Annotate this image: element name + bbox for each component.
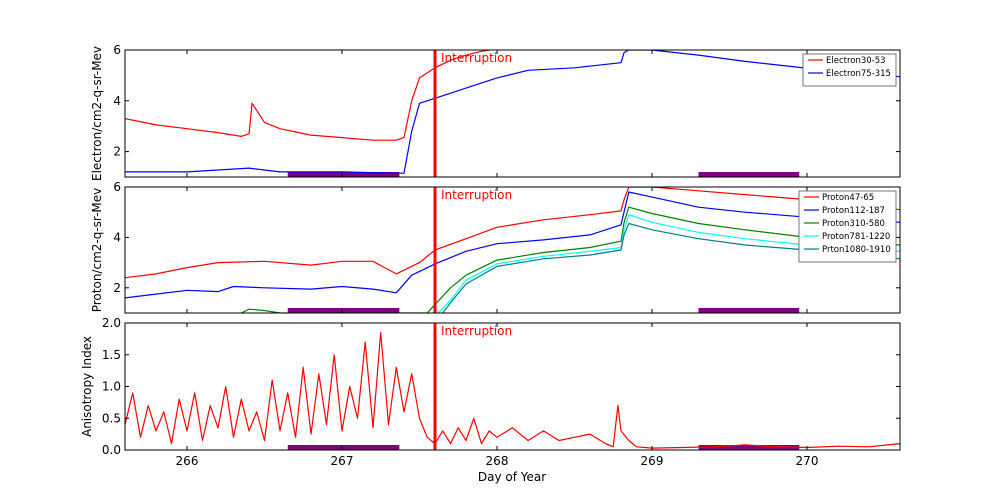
- electron-panel: 2 4 6 Electron30-53 Electron75-315 Electron…: [90, 43, 901, 181]
- x-axis-label: Day of Year: [478, 470, 546, 484]
- y-tick-label: 2: [113, 281, 121, 295]
- series-line-electron30-53: [125, 50, 490, 141]
- legend-label: Electron75-315: [826, 69, 891, 79]
- y-tick-label: 0.5: [102, 411, 121, 425]
- y-tick-label: 1.0: [102, 380, 121, 394]
- legend-label: Proton310-580: [822, 219, 885, 229]
- series-line-anisotropy: [125, 331, 900, 449]
- data-gap-bar: [287, 445, 400, 450]
- series-line-prton1080-1910: [442, 222, 900, 313]
- y-tick-label: 6: [113, 43, 121, 57]
- y-tick-label: 6: [113, 180, 121, 194]
- legend-label: Prton1080-1910: [822, 245, 891, 255]
- anisotropy-y-axis-label: Anisotropy Index: [80, 336, 94, 437]
- x-tick-label: 268: [486, 454, 509, 468]
- interruption-label: Interruption: [441, 188, 512, 202]
- y-tick-label: 4: [113, 230, 121, 244]
- series-line-proton310-580: [241, 206, 900, 313]
- interruption-label: Interruption: [441, 324, 512, 338]
- interruption-label: Interruption: [441, 51, 512, 65]
- x-tick-label: 266: [176, 454, 199, 468]
- electron-plot-area: [125, 50, 900, 177]
- x-tick-label: 269: [641, 454, 664, 468]
- legend-label: Proton47-65: [822, 193, 874, 203]
- data-gap-bar: [287, 172, 400, 177]
- x-tick-label: 267: [331, 454, 354, 468]
- y-tick-label: 4: [113, 94, 121, 108]
- data-gap-bar: [287, 308, 400, 313]
- data-gap-bar: [698, 445, 800, 450]
- data-gap-bar: [698, 172, 800, 177]
- y-tick-label: 2: [113, 145, 121, 159]
- x-tick-label: 270: [796, 454, 819, 468]
- series-line-proton781-1220: [437, 214, 900, 313]
- y-tick-label: 1.5: [102, 348, 121, 362]
- y-tick-label: 2.0: [102, 316, 121, 330]
- electron-legend: Electron30-53 Electron75-315: [802, 53, 897, 87]
- data-gap-bar: [698, 308, 800, 313]
- legend-label: Electron30-53: [826, 56, 886, 66]
- y-tick-label: 0.0: [102, 443, 121, 457]
- proton-plot-area: [125, 187, 900, 313]
- legend-label: Proton781-1220: [822, 232, 890, 242]
- proton-legend: Proton47-65 Proton112-187 Proton310-580 Pro…: [798, 190, 897, 263]
- series-line-electron75-315: [125, 50, 900, 174]
- electron-y-axis-label: Electron/cm2-q-sr-Mev: [90, 46, 104, 181]
- proton-panel: 2 4 6 Proton47-65 Proton112-187 Proton310-58…: [90, 180, 901, 314]
- proton-y-axis-label: Proton/cm2-q-sr-Mev: [90, 188, 104, 313]
- anisotropy-plot-area: [125, 323, 900, 450]
- legend-label: Proton112-187: [822, 206, 885, 216]
- legend-box: [798, 190, 897, 263]
- series-line-proton47-65: [125, 187, 900, 279]
- legend-box: [802, 53, 897, 87]
- anisotropy-panel: 266 267 268 269 270 0.0 0.5 1.0 1.5 2.0 Anisotrop…: [80, 316, 901, 468]
